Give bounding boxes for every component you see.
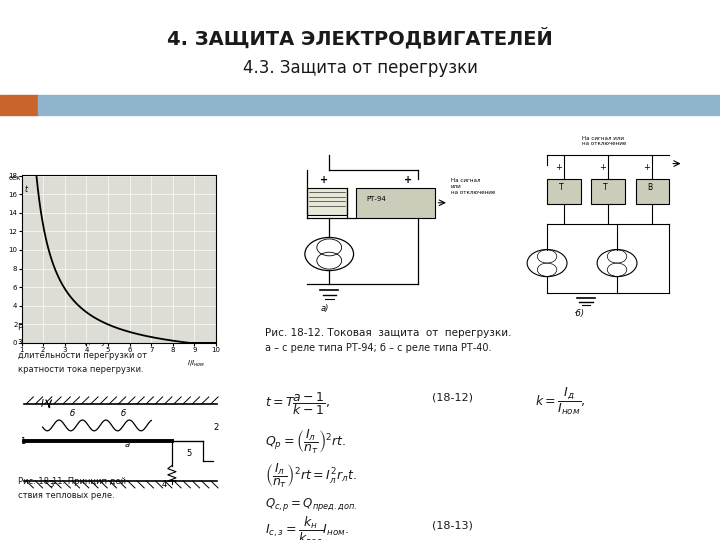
Text: На сигнал или
на отключение: На сигнал или на отключение — [582, 136, 626, 146]
Text: +: + — [599, 163, 606, 172]
Text: 2: 2 — [213, 423, 218, 432]
Text: 4. ЗАЩИТА ЭЛЕКТРОДВИГАТЕЛЕЙ: 4. ЗАЩИТА ЭЛЕКТРОДВИГАТЕЛЕЙ — [167, 27, 553, 49]
Bar — [0, 95, 38, 115]
Text: $I_{с,з}=\dfrac{k_н}{k_{воз}}I_{ном}.$: $I_{с,з}=\dfrac{k_н}{k_{воз}}I_{ном}.$ — [265, 515, 349, 540]
Text: Рис. 18-10. Характеристика: Рис. 18-10. Характеристика — [18, 323, 140, 332]
Bar — [307, 188, 347, 215]
Text: длительности перегрузки от: длительности перегрузки от — [18, 351, 147, 360]
Text: $t=T\dfrac{a-1}{k-1},$: $t=T\dfrac{a-1}{k-1},$ — [265, 390, 330, 417]
Text: +: + — [644, 163, 650, 172]
Text: зависимости    допустимой: зависимости допустимой — [18, 337, 138, 346]
Text: +: + — [320, 175, 328, 185]
Text: +: + — [405, 175, 413, 185]
Text: На сигнал
или
на отключение: На сигнал или на отключение — [451, 178, 495, 195]
Text: B: B — [647, 183, 652, 192]
Text: 3: 3 — [49, 480, 54, 489]
Text: 1: 1 — [20, 437, 25, 446]
Text: (18-13): (18-13) — [432, 520, 473, 530]
Text: T: T — [559, 183, 563, 192]
Text: 5: 5 — [186, 449, 192, 458]
Text: РТ-94: РТ-94 — [367, 196, 387, 202]
Text: $Q_р=\left(\dfrac{I_л}{n_т}\right)^2 rt.$: $Q_р=\left(\dfrac{I_л}{n_т}\right)^2 rt.… — [265, 428, 346, 456]
Text: ствия тепловых реле.: ствия тепловых реле. — [18, 491, 114, 500]
Bar — [591, 179, 625, 204]
Bar — [547, 179, 581, 204]
Text: $k=\dfrac{I_д}{I_{ном}},$: $k=\dfrac{I_д}{I_{ном}},$ — [535, 385, 585, 416]
Text: сек: сек — [9, 175, 22, 181]
Text: +: + — [555, 163, 562, 172]
Text: I: I — [40, 399, 43, 409]
Text: $Q_{c,р}=Q_{пред.доп.}$: $Q_{c,р}=Q_{пред.доп.}$ — [265, 496, 358, 513]
Text: Рис. 18-12. Токовая  защита  от  перегрузки.: Рис. 18-12. Токовая защита от перегрузки… — [265, 328, 511, 338]
Text: а – с реле типа РТ-94; б – с реле типа РТ-40.: а – с реле типа РТ-94; б – с реле типа Р… — [265, 343, 492, 353]
Text: $\left(\dfrac{I_л}{n_т}\right)^2 rt=I_л^2 r_л t.$: $\left(\dfrac{I_л}{n_т}\right)^2 rt=I_л^… — [265, 462, 357, 490]
Text: T: T — [603, 183, 608, 192]
Bar — [38, 95, 720, 115]
Text: б: б — [69, 409, 74, 418]
Text: ·б): ·б) — [573, 309, 584, 318]
Text: $I/I_{ном}$: $I/I_{ном}$ — [187, 359, 205, 369]
Text: Рис. 18-11. Принцип дей-: Рис. 18-11. Принцип дей- — [18, 477, 129, 486]
Text: a: a — [125, 440, 130, 449]
Text: t: t — [24, 185, 27, 194]
Text: а): а) — [320, 305, 329, 313]
Text: кратности тока перегрузки.: кратности тока перегрузки. — [18, 365, 143, 374]
Bar — [356, 188, 436, 218]
Text: 4: 4 — [161, 480, 167, 489]
Text: б: б — [121, 409, 126, 418]
Text: (18-12): (18-12) — [432, 393, 473, 403]
Text: 4.3. Защита от перегрузки: 4.3. Защита от перегрузки — [243, 59, 477, 77]
Bar — [636, 179, 670, 204]
